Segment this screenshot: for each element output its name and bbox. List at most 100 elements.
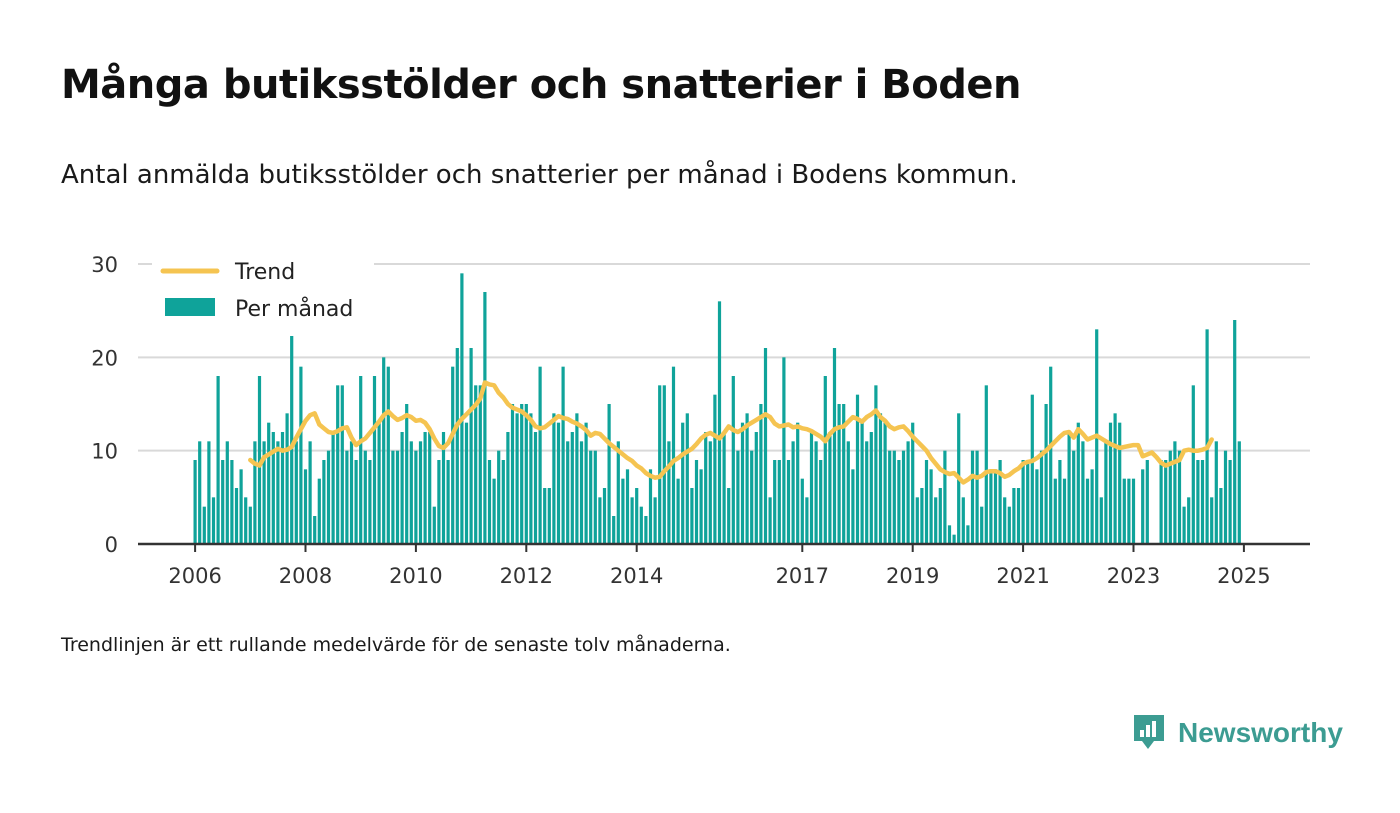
bar	[980, 506, 984, 544]
bar	[823, 376, 827, 544]
bar	[515, 413, 519, 544]
bar	[1131, 478, 1136, 544]
bar	[1191, 385, 1195, 544]
bar	[469, 348, 473, 544]
bar	[621, 478, 625, 544]
bar	[763, 348, 768, 544]
bar	[1127, 478, 1131, 544]
bar	[814, 441, 818, 544]
bar	[299, 366, 303, 544]
bar	[892, 450, 896, 544]
bar	[211, 497, 216, 544]
bar	[1030, 394, 1034, 544]
bar	[207, 441, 211, 544]
bar	[961, 497, 965, 544]
bar	[1237, 441, 1241, 544]
bar	[759, 404, 763, 544]
bar	[418, 441, 423, 544]
brand-name: Newsworthy	[1178, 717, 1343, 748]
bar	[1196, 460, 1200, 544]
bar	[501, 460, 505, 544]
bar	[492, 478, 496, 544]
bar	[1228, 460, 1232, 544]
chart-subtitle: Antal anmälda butiksstölder och snatteri…	[61, 160, 1018, 190]
bar	[690, 488, 694, 544]
bar	[745, 413, 749, 544]
bar	[368, 460, 372, 544]
bar	[556, 422, 561, 544]
bar	[460, 273, 464, 544]
trend-line	[248, 380, 1214, 485]
chart-title: Många butiksstölder och snatterier i Bod…	[61, 62, 1022, 108]
bar	[1173, 441, 1177, 544]
bar	[1233, 320, 1237, 544]
bar	[842, 404, 846, 544]
bar	[359, 376, 363, 544]
x-tick-label: 2025	[1217, 564, 1270, 588]
bar	[543, 488, 547, 544]
bar	[865, 441, 869, 544]
bar	[598, 497, 602, 544]
y-tick-label: 10	[91, 440, 118, 464]
bar	[1108, 422, 1113, 544]
bar	[685, 413, 689, 544]
bar	[993, 469, 998, 544]
bar	[1021, 460, 1025, 544]
bar	[1085, 478, 1090, 544]
bar	[552, 413, 556, 544]
legend-bar-swatch	[165, 298, 215, 316]
bar	[262, 441, 266, 544]
bar	[929, 469, 933, 544]
bar	[750, 450, 754, 544]
bar	[1067, 432, 1071, 544]
bar	[441, 432, 446, 544]
bar	[612, 516, 616, 544]
bar	[285, 413, 289, 544]
bar	[952, 534, 956, 544]
bar	[1012, 488, 1016, 544]
bar	[308, 441, 312, 544]
bar	[561, 366, 565, 544]
x-tick-label: 2006	[168, 564, 221, 588]
bar	[395, 450, 400, 544]
bar	[474, 385, 478, 544]
bar	[901, 450, 906, 544]
bar	[377, 422, 381, 544]
y-tick-label: 30	[91, 253, 118, 277]
legend-background	[152, 254, 374, 336]
bar	[699, 469, 703, 544]
bar	[1026, 460, 1030, 544]
x-tick-label: 2012	[500, 564, 553, 588]
bar	[230, 460, 234, 544]
bar	[1205, 329, 1209, 544]
bar	[1049, 366, 1053, 544]
brand-logo[interactable]: Newsworthy	[1132, 712, 1343, 754]
bar	[529, 413, 533, 544]
bar	[1187, 497, 1191, 544]
bar	[326, 450, 331, 544]
legend: Trend Per månad	[152, 254, 374, 336]
bar	[1210, 497, 1214, 544]
bar	[671, 366, 676, 544]
bar	[1007, 506, 1011, 544]
bar	[524, 404, 528, 544]
bar	[828, 432, 832, 544]
x-tick-label: 2023	[1107, 564, 1160, 588]
bar	[497, 450, 501, 544]
bar	[791, 441, 795, 544]
bar	[874, 385, 878, 544]
bar	[625, 469, 630, 544]
bar	[239, 469, 243, 544]
x-tick-label: 2021	[996, 564, 1049, 588]
bar	[786, 460, 791, 544]
bar	[280, 432, 285, 544]
legend-trend-label: Trend	[234, 260, 295, 285]
bar	[405, 404, 409, 544]
bar	[520, 404, 524, 544]
bar	[400, 432, 404, 544]
bar	[1076, 422, 1080, 544]
bar	[653, 497, 657, 544]
bar	[855, 394, 860, 544]
bar	[989, 469, 993, 544]
bar	[340, 385, 344, 544]
